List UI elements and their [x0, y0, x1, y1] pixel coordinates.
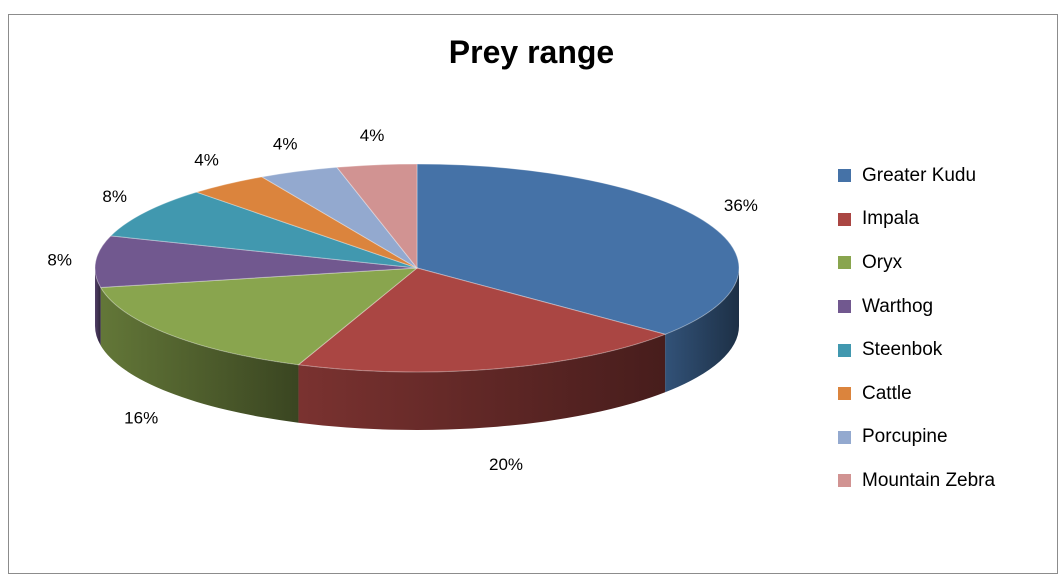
legend-label: Cattle: [862, 382, 912, 404]
legend-item-greater-kudu: Greater Kudu: [838, 154, 995, 198]
legend-label: Oryx: [862, 251, 903, 273]
data-label-greater-kudu: 36%: [724, 196, 758, 215]
legend-item-porcupine: Porcupine: [838, 416, 995, 460]
pie-slice-porcupine: [260, 166, 418, 269]
legend-swatch: [838, 387, 851, 401]
data-label-cattle: 4%: [194, 151, 219, 170]
pie-labels: 36% 20% 16% 8% 8% 4% 4% 4%: [47, 126, 758, 474]
legend-item-cattle: Cattle: [838, 372, 995, 416]
data-label-warthog: 8%: [47, 251, 72, 270]
legend-label: Mountain Zebra: [862, 469, 996, 491]
legend-item-mountain-zebra: Mountain Zebra: [838, 459, 995, 503]
pie-slice-cattle: [194, 176, 418, 269]
legend-label: Warthog: [862, 295, 934, 317]
pie-slice-greater-kudu: [416, 163, 740, 335]
legend-item-steenbok: Steenbok: [838, 328, 995, 372]
legend-swatch: [838, 256, 851, 270]
pie-tops: [94, 163, 740, 373]
legend-label: Porcupine: [862, 426, 948, 448]
pie-side-oryx: [100, 287, 299, 423]
chart-legend: Greater Kudu Impala Oryx Warthog Steenbok Cat…: [838, 154, 995, 503]
legend-label: Greater Kudu: [862, 164, 977, 186]
legend-swatch: [838, 212, 851, 226]
pie-slice-warthog: [94, 235, 418, 289]
legend-swatch: [838, 343, 851, 357]
pie-sides: [95, 268, 739, 430]
pie-side-warthog: [95, 268, 101, 346]
pie-slice-mountain-zebra: [335, 163, 418, 270]
pie-side-impala: [298, 334, 666, 430]
legend-swatch: [838, 169, 851, 183]
data-label-mountain-zebra: 4%: [360, 126, 385, 145]
legend-label: Impala: [862, 208, 920, 230]
pie-side-greater-kudu: [665, 268, 739, 393]
pie-slice-impala: [297, 267, 667, 373]
legend-item-warthog: Warthog: [838, 285, 995, 329]
legend-swatch: [838, 300, 851, 314]
data-label-oryx: 16%: [124, 408, 158, 427]
legend-label: Steenbok: [862, 339, 943, 361]
legend-item-oryx: Oryx: [838, 241, 995, 285]
legend-item-impala: Impala: [838, 198, 995, 242]
data-label-impala: 20%: [489, 455, 523, 474]
pie-slice-oryx: [99, 267, 419, 366]
chart-title: Prey range: [448, 34, 615, 70]
data-label-steenbok: 8%: [102, 187, 127, 206]
legend-swatch: [838, 474, 851, 488]
legend-swatch: [838, 430, 851, 444]
data-label-porcupine: 4%: [273, 134, 298, 153]
pie-slice-steenbok: [109, 191, 418, 269]
